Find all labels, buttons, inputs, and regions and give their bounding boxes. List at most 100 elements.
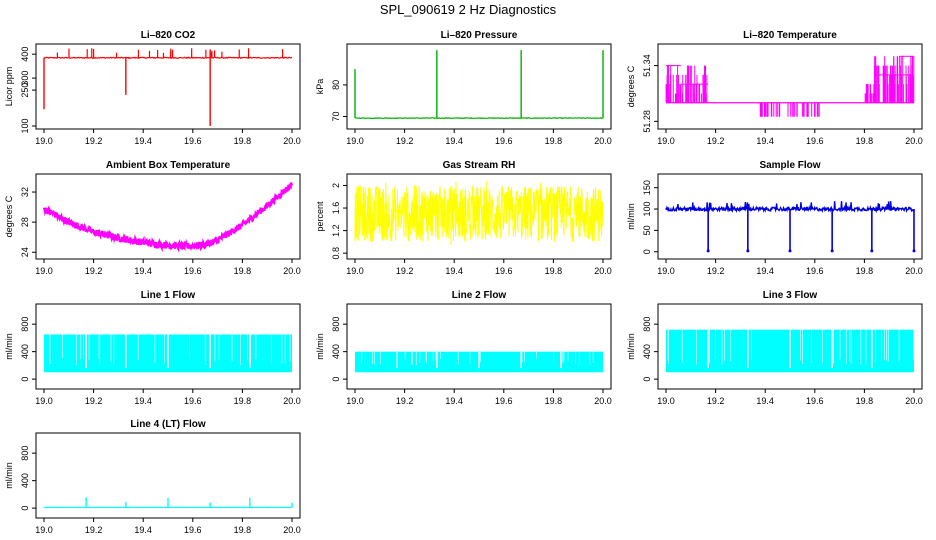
- y-tick-label: 51.28: [642, 110, 652, 133]
- x-tick-label: 19.6: [495, 396, 513, 406]
- series-line: [43, 56, 293, 59]
- x-tick-label: 19.0: [657, 266, 675, 276]
- x-tick-label: 20.0: [594, 396, 612, 406]
- chart-panel: Li–820 Temperature 19.0 19.2 19.4 19.6 19.8 20…: [626, 30, 923, 146]
- series-dip-point: [912, 249, 916, 253]
- y-tick-label: 2: [331, 183, 341, 188]
- plot-frame: [346, 173, 612, 260]
- x-tick-label: 19.2: [396, 266, 414, 276]
- series-dip-point: [788, 249, 792, 253]
- x-tick-label: 20.0: [905, 136, 923, 146]
- x-tick-label: 19.4: [134, 525, 152, 535]
- x-tick-label: 19.6: [184, 266, 202, 276]
- y-tick-label: 400: [642, 344, 652, 359]
- x-tick-label: 19.0: [657, 136, 675, 146]
- y-axis-label: degrees C: [4, 195, 14, 237]
- chart-panel: Line 1 Flow 19.0 19.2 19.4 19.6 19.8 20.0 0 400 8…: [4, 290, 301, 406]
- x-tick-label: 19.0: [35, 396, 53, 406]
- x-tick-label: 19.2: [396, 136, 414, 146]
- x-tick-label: 20.0: [905, 396, 923, 406]
- y-axis-label: ml/min: [315, 333, 325, 360]
- x-tick-label: 20.0: [283, 525, 301, 535]
- chart-title: Li–820 CO2: [141, 30, 196, 41]
- y-tick-label: 400: [20, 473, 30, 488]
- chart-title: Sample Flow: [759, 160, 820, 171]
- y-axis-label: kPa: [315, 79, 325, 95]
- x-tick-label: 19.8: [545, 266, 563, 276]
- y-tick-label: 0: [642, 249, 652, 254]
- chart-title: Line 2 Flow: [452, 290, 507, 301]
- x-tick-label: 19.2: [707, 266, 725, 276]
- x-tick-label: 19.0: [346, 266, 364, 276]
- chart-title: Li–820 Temperature: [743, 30, 837, 41]
- chart-panel: Gas Stream RH 19.0 19.2 19.4 19.6 19.8 20.0 0.8…: [315, 160, 612, 276]
- y-tick-label: 100: [20, 118, 30, 133]
- x-tick-label: 19.6: [184, 396, 202, 406]
- series-dip-point: [830, 249, 834, 253]
- x-tick-label: 19.2: [707, 136, 725, 146]
- x-tick-label: 19.2: [707, 396, 725, 406]
- plot-frame: [657, 173, 923, 260]
- x-tick-label: 20.0: [905, 266, 923, 276]
- chart-panel: Li–820 Pressure 19.0 19.2 19.4 19.6 19.8 20.0 7…: [315, 30, 612, 146]
- y-tick-label: 800: [20, 446, 30, 461]
- x-tick-label: 19.4: [445, 396, 463, 406]
- chart-title: Line 4 (LT) Flow: [130, 419, 206, 430]
- x-tick-label: 19.6: [495, 136, 513, 146]
- x-tick-label: 19.4: [445, 136, 463, 146]
- y-axis-label: ml/min: [626, 203, 636, 230]
- x-tick-label: 19.8: [234, 266, 252, 276]
- series-line: [42, 182, 294, 253]
- x-tick-label: 19.6: [806, 136, 824, 146]
- x-tick-label: 19.6: [184, 136, 202, 146]
- y-tick-label: 80: [331, 80, 341, 90]
- x-tick-label: 19.4: [134, 266, 152, 276]
- y-tick-label: 300: [20, 71, 30, 86]
- plot-frame: [35, 432, 301, 519]
- y-tick-label: 800: [642, 317, 652, 332]
- chart-panel: Sample Flow 19.0 19.2 19.4 19.6 19.8 20.0 0 50 10…: [626, 160, 923, 276]
- y-tick-label: 0: [20, 377, 30, 382]
- chart-title: Li–820 Pressure: [441, 30, 518, 41]
- x-tick-label: 19.4: [134, 136, 152, 146]
- chart-panel: Line 3 Flow 19.0 19.2 19.4 19.6 19.8 20.0 0 400 8…: [626, 290, 923, 406]
- x-tick-label: 19.6: [184, 525, 202, 535]
- x-tick-label: 19.0: [346, 396, 364, 406]
- plot-frame: [35, 173, 301, 260]
- series-line: [354, 180, 604, 245]
- series-dip-point: [746, 249, 750, 253]
- x-tick-label: 20.0: [283, 266, 301, 276]
- y-tick-label: 400: [20, 47, 30, 62]
- x-tick-label: 19.8: [856, 266, 874, 276]
- chart-title: Ambient Box Temperature: [106, 160, 231, 171]
- plot-frame: [346, 43, 612, 130]
- x-tick-label: 19.0: [35, 136, 53, 146]
- x-tick-label: 19.2: [85, 136, 103, 146]
- chart-panel: Ambient Box Temperature 19.0 19.2 19.4 19.6 1…: [4, 160, 301, 276]
- x-tick-label: 19.0: [35, 525, 53, 535]
- x-tick-label: 19.2: [85, 266, 103, 276]
- chart-panel: Line 2 Flow 19.0 19.2 19.4 19.6 19.8 20.0 0 400 8…: [315, 290, 612, 406]
- y-axis-label: percent: [315, 201, 325, 232]
- y-tick-label: 32: [20, 187, 30, 197]
- x-tick-label: 19.4: [756, 266, 774, 276]
- y-tick-label: 1.2: [331, 224, 341, 237]
- y-tick-label: 24: [20, 247, 30, 257]
- x-tick-label: 20.0: [283, 136, 301, 146]
- chart-panel: Line 4 (LT) Flow 19.0 19.2 19.4 19.6 19.8 20.0…: [4, 419, 301, 535]
- y-tick-label: 800: [331, 317, 341, 332]
- x-tick-label: 19.8: [545, 396, 563, 406]
- x-tick-label: 19.4: [134, 396, 152, 406]
- y-axis-label: ml/min: [4, 333, 14, 360]
- series-dip-point: [706, 249, 710, 253]
- x-tick-label: 19.4: [756, 396, 774, 406]
- plot-frame: [346, 303, 612, 390]
- x-tick-label: 19.2: [85, 396, 103, 406]
- y-tick-label: 100: [642, 202, 652, 217]
- y-tick-label: 800: [20, 317, 30, 332]
- y-axis-label: ml/min: [626, 333, 636, 360]
- y-tick-label: 28: [20, 217, 30, 227]
- x-tick-label: 19.8: [234, 525, 252, 535]
- y-axis-label: degrees C: [626, 65, 636, 107]
- y-tick-label: 250: [20, 83, 30, 98]
